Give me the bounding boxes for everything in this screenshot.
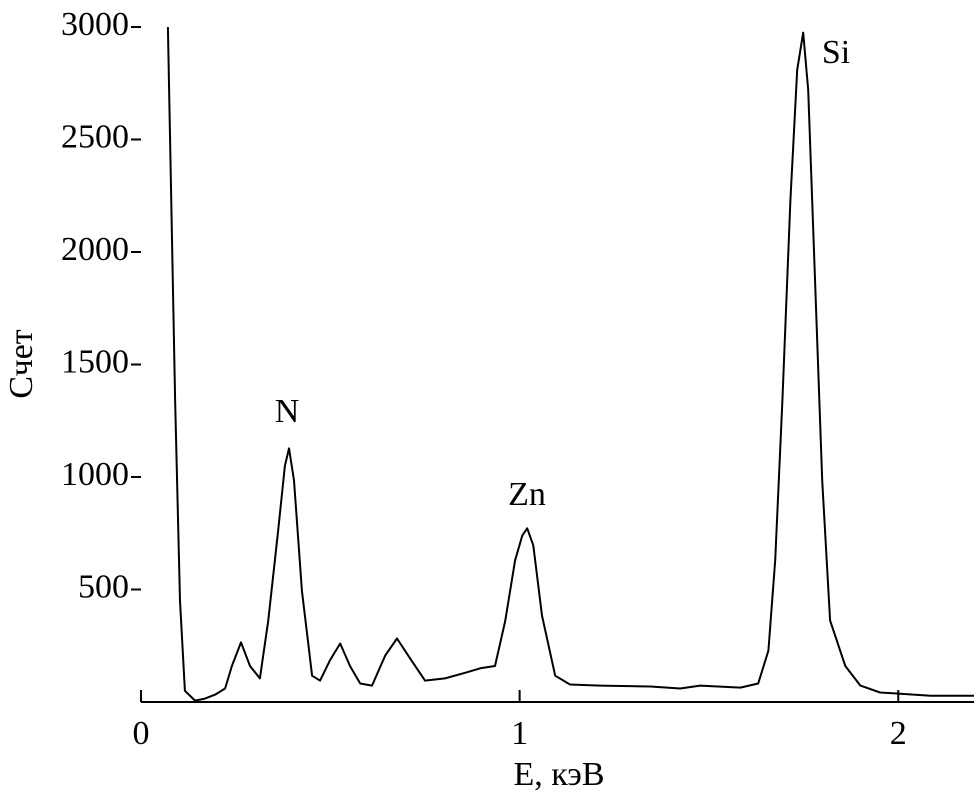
y-axis-label: Счет: [3, 329, 40, 398]
peak-label: Si: [822, 34, 850, 71]
y-tick-label: 1500: [61, 343, 129, 380]
peak-label: N: [275, 393, 300, 430]
peak-label: Zn: [508, 476, 546, 513]
y-tick-label: 500: [78, 568, 129, 605]
x-tick-label: 2: [890, 715, 907, 752]
y-tick-label: 2000: [61, 231, 129, 268]
x-tick-label: 1: [511, 715, 528, 752]
y-tick-label: 2500: [61, 118, 129, 155]
x-axis-label: E, кэВ: [513, 756, 604, 793]
x-tick-label: 0: [133, 715, 150, 752]
y-tick-label: 1000: [61, 456, 129, 493]
spectrum-line: [166, 26, 974, 702]
y-tick-label: 3000: [61, 6, 129, 43]
